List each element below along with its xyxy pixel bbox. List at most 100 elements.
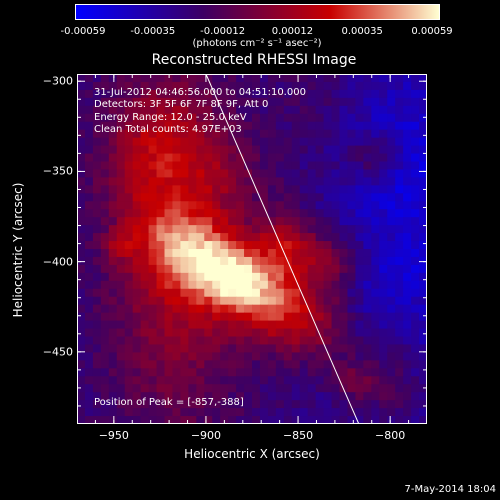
heatmap-cell xyxy=(339,225,349,234)
heatmap-cell xyxy=(108,408,118,417)
heatmap-cell xyxy=(371,137,380,147)
heatmap-cell xyxy=(291,161,301,171)
heatmap-cell xyxy=(108,81,118,91)
heatmap-cell xyxy=(403,416,412,424)
heatmap-cell xyxy=(116,193,126,202)
heatmap-cell xyxy=(307,81,317,91)
heatmap-cell xyxy=(299,408,309,417)
heatmap-cell xyxy=(92,121,102,131)
heatmap-cell xyxy=(331,400,341,409)
heatmap-cell xyxy=(307,376,317,385)
heatmap-cell xyxy=(291,376,301,385)
heatmap-cell xyxy=(116,296,126,306)
heatmap-cell xyxy=(347,344,356,353)
heatmap-cell xyxy=(283,209,293,218)
heatmap-cell xyxy=(108,201,118,210)
heatmap-cell xyxy=(411,408,420,417)
heatmap-cell xyxy=(331,336,341,346)
heatmap-cell xyxy=(395,296,404,306)
heatmap-cell xyxy=(236,368,245,377)
heatmap-cell xyxy=(371,201,380,210)
heatmap-cell xyxy=(196,368,205,377)
heatmap-cell xyxy=(116,328,126,338)
heatmap-cell xyxy=(259,209,269,218)
heatmap-cell xyxy=(116,368,126,377)
heatmap-cell xyxy=(371,233,380,242)
heatmap-cell xyxy=(275,360,285,369)
heatmap-cell xyxy=(339,129,349,139)
heatmap-cell xyxy=(132,137,142,147)
heatmap-cell xyxy=(291,241,301,250)
heatmap-cell xyxy=(92,360,102,369)
heatmap-cell xyxy=(347,296,356,306)
heatmap-cell xyxy=(419,217,427,226)
heatmap-cell xyxy=(172,384,181,393)
heatmap-cell xyxy=(244,328,253,338)
heatmap-cell xyxy=(196,400,205,409)
heatmap-cell xyxy=(140,384,150,393)
heatmap-cell xyxy=(379,392,388,401)
heatmap-cell xyxy=(108,209,118,218)
heatmap-cell xyxy=(244,81,253,91)
heatmap-cell xyxy=(395,288,404,298)
heatmap-cell xyxy=(291,328,301,338)
heatmap-cell xyxy=(299,384,309,393)
heatmap-cell xyxy=(156,360,166,369)
heatmap-cell xyxy=(124,304,134,314)
heatmap-cell xyxy=(363,360,372,369)
heatmap-cell xyxy=(132,201,142,210)
heatmap-cell xyxy=(124,352,134,361)
heatmap-cell xyxy=(180,121,189,131)
heatmap-cell xyxy=(156,304,166,314)
heatmap-cell xyxy=(395,161,404,171)
heatmap-cell xyxy=(355,185,364,194)
heatmap-cell xyxy=(236,256,245,266)
heatmap-cell xyxy=(395,193,404,202)
heatmap-cell xyxy=(403,392,412,401)
heatmap-cell xyxy=(244,89,253,99)
heatmap-cell xyxy=(403,376,412,385)
heatmap-cell xyxy=(315,312,325,322)
heatmap-cell xyxy=(204,280,213,290)
heatmap-cell xyxy=(236,89,245,99)
heatmap-cell xyxy=(116,161,126,171)
heatmap-cell xyxy=(331,81,341,91)
heatmap-cell xyxy=(363,384,372,393)
heatmap-cell xyxy=(100,145,110,155)
heatmap-cell xyxy=(212,320,221,330)
heatmap-cell xyxy=(283,89,293,99)
heatmap-cell xyxy=(299,233,309,242)
heatmap-cell xyxy=(77,209,86,218)
heatmap-cell xyxy=(204,153,213,163)
heatmap-cell xyxy=(252,169,261,178)
heatmap-cell xyxy=(116,225,126,234)
heatmap-cell xyxy=(371,169,380,178)
heatmap-cell xyxy=(100,320,110,330)
annotation-energy: Energy Range: 12.0 - 25.0 keV xyxy=(94,112,247,123)
heatmap-cell xyxy=(403,384,412,393)
heatmap-cell xyxy=(283,137,293,147)
heatmap-cell xyxy=(132,312,142,322)
heatmap-cell xyxy=(419,280,427,290)
heatmap-cell xyxy=(77,177,86,186)
heatmap-cell xyxy=(267,360,277,369)
heatmap-cell xyxy=(339,153,349,163)
heatmap-cell xyxy=(323,201,333,210)
heatmap-cell xyxy=(220,352,229,361)
heatmap-cell xyxy=(188,368,197,377)
heatmap-cell xyxy=(77,137,86,147)
heatmap-cell xyxy=(403,185,412,194)
heatmap-cell xyxy=(387,153,396,163)
heatmap-cell xyxy=(116,376,126,385)
heatmap-cell xyxy=(228,376,237,385)
heatmap-cell xyxy=(140,328,150,338)
heatmap-cell xyxy=(371,288,380,298)
heatmap-cell xyxy=(419,225,427,234)
heatmap-cell xyxy=(307,185,317,194)
heatmap-cell xyxy=(291,153,301,163)
heatmap-cell xyxy=(307,74,317,83)
heatmap-cell xyxy=(403,408,412,417)
heatmap-cell xyxy=(84,185,94,194)
heatmap-cell xyxy=(124,312,134,322)
heatmap-cell xyxy=(387,225,396,234)
